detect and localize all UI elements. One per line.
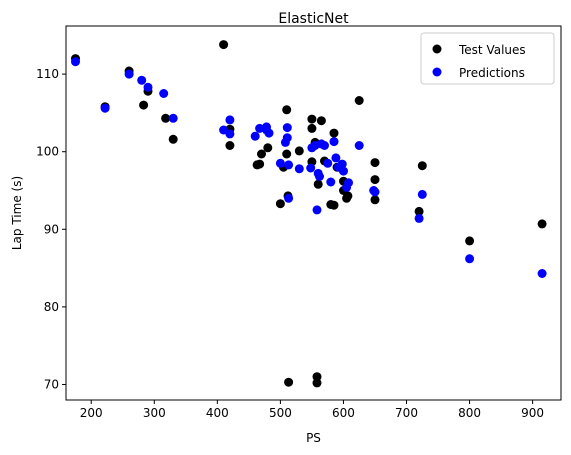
x-axis-label: PS (306, 431, 321, 445)
y-tick-label: 90 (44, 222, 59, 236)
points-layer (71, 40, 547, 388)
test-value-point-28 (316, 116, 326, 126)
x-tick-label: 600 (332, 406, 355, 420)
legend-marker-predictions (432, 67, 442, 77)
prediction-point-41 (370, 187, 380, 197)
x-tick-label: 200 (80, 406, 103, 420)
test-value-point-38 (354, 96, 364, 105)
test-value-point-12 (257, 149, 266, 159)
y-axis-label: Lap Time (s) (10, 176, 24, 250)
prediction-point-1 (100, 103, 110, 113)
test-value-point-11 (255, 159, 265, 169)
test-value-point-22 (307, 123, 317, 133)
x-tick-label: 300 (143, 406, 166, 420)
prediction-point-36 (339, 166, 348, 176)
prediction-point-11 (255, 123, 265, 133)
prediction-point-3 (137, 75, 147, 85)
prediction-point-29 (320, 141, 329, 150)
test-value-point-19 (284, 377, 294, 387)
prediction-point-6 (168, 113, 178, 123)
prediction-point-2 (124, 69, 134, 79)
prediction-point-14 (264, 128, 274, 138)
prediction-point-18 (282, 133, 292, 143)
test-value-point-43 (417, 161, 427, 171)
prediction-point-43 (417, 189, 427, 199)
test-value-point-25 (313, 179, 323, 189)
prediction-point-15 (275, 158, 285, 168)
y-tick-label: 70 (44, 377, 59, 391)
prediction-point-8 (225, 115, 235, 125)
test-value-point-37 (343, 191, 353, 201)
y-axis: 70 80 90 100 110 (36, 67, 66, 391)
x-tick-label: 900 (521, 406, 544, 420)
chart-title: ElasticNet (278, 11, 349, 27)
test-value-point-6 (168, 134, 178, 144)
prediction-point-9 (225, 129, 235, 139)
legend-label-test-values: Test Values (458, 43, 526, 57)
x-tick-label: 800 (458, 406, 481, 420)
prediction-point-31 (326, 177, 336, 187)
x-tick-label: 500 (269, 406, 292, 420)
prediction-point-0 (71, 57, 80, 67)
prediction-point-35 (337, 159, 347, 169)
test-value-point-39 (370, 195, 380, 205)
prediction-point-33 (331, 153, 341, 163)
prediction-point-32 (329, 137, 339, 147)
prediction-point-39 (354, 141, 364, 150)
y-tick-label: 80 (44, 300, 59, 314)
test-value-point-32 (329, 128, 339, 138)
prediction-point-17 (282, 123, 292, 133)
prediction-point-20 (284, 193, 294, 203)
prediction-point-42 (414, 213, 424, 223)
test-value-point-41 (370, 175, 380, 185)
test-value-point-17 (282, 149, 292, 159)
prediction-point-10 (250, 131, 260, 141)
prediction-point-25 (312, 205, 322, 215)
prediction-point-27 (315, 172, 324, 181)
test-value-point-20 (294, 146, 304, 156)
legend-marker-test-values (432, 44, 442, 54)
test-value-point-21 (307, 114, 317, 124)
x-tick-label: 700 (395, 406, 418, 420)
test-value-point-27 (312, 378, 322, 388)
legend-box (420, 32, 555, 85)
test-value-point-26 (312, 372, 322, 382)
test-value-point-40 (370, 158, 380, 168)
test-value-point-5 (161, 113, 171, 123)
test-value-point-13 (263, 143, 273, 153)
prediction-point-38 (344, 178, 353, 188)
x-tick-label: 400 (206, 406, 229, 420)
y-tick-label: 110 (36, 67, 59, 81)
test-value-point-14 (275, 199, 285, 209)
x-axis: 200 300 400 500 600 700 800 900 (80, 400, 544, 420)
test-value-point-42 (414, 206, 424, 216)
plot-frame (65, 25, 562, 401)
prediction-point-44 (465, 254, 475, 264)
legend-label-predictions: Predictions (459, 66, 525, 80)
prediction-point-4 (143, 82, 153, 92)
prediction-point-19 (284, 160, 294, 170)
test-value-point-9 (225, 141, 235, 150)
test-value-point-16 (282, 105, 292, 115)
legend: Test Values Predictions (420, 32, 555, 85)
prediction-point-22 (306, 163, 316, 173)
test-value-point-31 (329, 200, 339, 210)
y-tick-label: 100 (36, 145, 59, 159)
test-value-point-45 (537, 219, 547, 229)
test-value-point-7 (219, 40, 229, 50)
test-value-point-44 (465, 236, 475, 246)
prediction-point-5 (159, 89, 169, 98)
prediction-point-21 (294, 164, 304, 174)
test-value-point-3 (139, 100, 149, 110)
prediction-point-30 (323, 158, 333, 168)
prediction-point-45 (537, 269, 547, 278)
